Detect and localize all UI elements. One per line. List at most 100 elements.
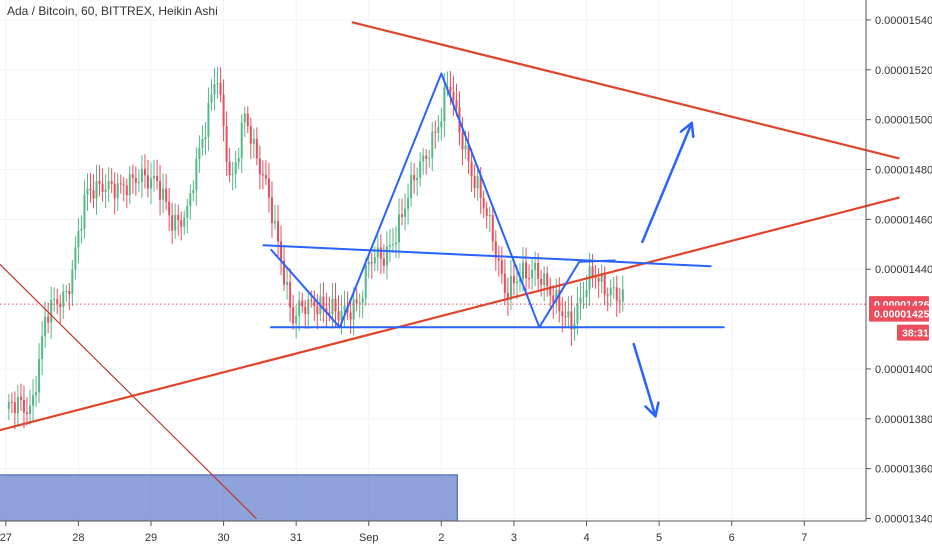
candle-body[interactable]	[419, 161, 422, 179]
candle-body[interactable]	[231, 174, 234, 176]
upper-trendline[interactable]	[351, 21, 900, 160]
candle-body[interactable]	[413, 174, 416, 181]
candle-body[interactable]	[512, 275, 515, 284]
candle-body[interactable]	[298, 300, 301, 316]
candle-body[interactable]	[558, 289, 561, 312]
candle-body[interactable]	[455, 99, 458, 108]
candle-body[interactable]	[59, 303, 62, 307]
candle-body[interactable]	[334, 298, 337, 312]
candle-body[interactable]	[240, 122, 243, 158]
candle-body[interactable]	[289, 281, 292, 308]
candle-body[interactable]	[449, 86, 452, 92]
candle-body[interactable]	[56, 299, 59, 304]
candle-body[interactable]	[443, 87, 446, 122]
candle-body[interactable]	[29, 405, 32, 415]
candle-body[interactable]	[35, 392, 38, 396]
candle-body[interactable]	[364, 264, 367, 299]
candle-body[interactable]	[301, 300, 304, 307]
candle-body[interactable]	[534, 262, 537, 270]
candle-body[interactable]	[603, 273, 606, 295]
candle-body[interactable]	[506, 292, 509, 300]
candle-body[interactable]	[110, 181, 113, 184]
candle-body[interactable]	[162, 188, 165, 200]
candle-body[interactable]	[195, 158, 198, 191]
candle-body[interactable]	[137, 182, 140, 184]
candle-body[interactable]	[585, 289, 588, 297]
candle-body[interactable]	[146, 175, 149, 189]
arrow-down-head[interactable]	[644, 401, 660, 418]
candle-body[interactable]	[65, 290, 68, 292]
neckline[interactable]	[262, 244, 712, 268]
candle-body[interactable]	[143, 168, 146, 176]
candle-body[interactable]	[159, 180, 162, 200]
candle-body[interactable]	[407, 197, 410, 209]
candle-body[interactable]	[246, 113, 249, 127]
arrow-down-shaft[interactable]	[632, 342, 657, 418]
candle-body[interactable]	[95, 180, 98, 199]
candle-body[interactable]	[222, 94, 225, 126]
candle-body[interactable]	[416, 178, 419, 181]
candle-body[interactable]	[149, 178, 152, 189]
candle-body[interactable]	[343, 305, 346, 311]
candle-body[interactable]	[382, 258, 385, 266]
candle-body[interactable]	[122, 184, 125, 186]
candle-body[interactable]	[116, 183, 119, 199]
arrow-up-head[interactable]	[679, 121, 695, 139]
candle-body[interactable]	[186, 205, 189, 218]
drawings-layer[interactable]	[0, 21, 900, 520]
candle-body[interactable]	[53, 299, 56, 301]
candle-body[interactable]	[32, 395, 35, 406]
candle-body[interactable]	[261, 174, 264, 176]
candle-body[interactable]	[482, 197, 485, 209]
candle-body[interactable]	[213, 84, 216, 95]
candle-body[interactable]	[16, 396, 19, 414]
candle-body[interactable]	[555, 289, 558, 303]
candle-body[interactable]	[216, 82, 219, 85]
candle-body[interactable]	[379, 247, 382, 259]
candle-body[interactable]	[437, 127, 440, 133]
candle-body[interactable]	[280, 241, 283, 261]
candle-body[interactable]	[576, 303, 579, 324]
candle-body[interactable]	[74, 247, 77, 270]
candle-body[interactable]	[615, 287, 618, 301]
candle-body[interactable]	[25, 412, 28, 415]
candle-body[interactable]	[92, 190, 95, 199]
candle-body[interactable]	[101, 183, 104, 192]
candle-body[interactable]	[358, 302, 361, 304]
candle-body[interactable]	[44, 316, 47, 337]
candle-body[interactable]	[331, 298, 334, 315]
candle-body[interactable]	[119, 183, 122, 185]
candle-body[interactable]	[10, 401, 13, 403]
candle-body[interactable]	[391, 244, 394, 246]
candle-body[interactable]	[107, 181, 110, 190]
candle-body[interactable]	[355, 299, 358, 304]
candle-body[interactable]	[292, 307, 295, 324]
candle-body[interactable]	[277, 221, 280, 242]
candle-body[interactable]	[264, 174, 267, 179]
candle-body[interactable]	[237, 157, 240, 163]
candle-body[interactable]	[113, 183, 116, 199]
candle-body[interactable]	[464, 145, 467, 150]
candle-body[interactable]	[509, 275, 512, 300]
candle-body[interactable]	[62, 291, 65, 307]
candle-body[interactable]	[537, 262, 540, 279]
candle-body[interactable]	[168, 201, 171, 216]
candle-body[interactable]	[552, 295, 555, 303]
candle-body[interactable]	[461, 132, 464, 150]
candle-body[interactable]	[204, 136, 207, 140]
candle-body[interactable]	[125, 185, 128, 196]
candle-body[interactable]	[295, 315, 298, 324]
candle-body[interactable]	[376, 247, 379, 258]
candle-body[interactable]	[367, 261, 370, 265]
candle-body[interactable]	[71, 269, 74, 295]
candle-body[interactable]	[373, 257, 376, 264]
candle-body[interactable]	[485, 208, 488, 217]
candle-body[interactable]	[210, 94, 213, 104]
candle-body[interactable]	[582, 296, 585, 298]
candle-body[interactable]	[591, 266, 594, 277]
candle-body[interactable]	[528, 278, 531, 280]
candle-body[interactable]	[140, 168, 143, 183]
candle-body[interactable]	[488, 215, 491, 217]
candle-body[interactable]	[322, 296, 325, 308]
candle-body[interactable]	[47, 316, 50, 323]
